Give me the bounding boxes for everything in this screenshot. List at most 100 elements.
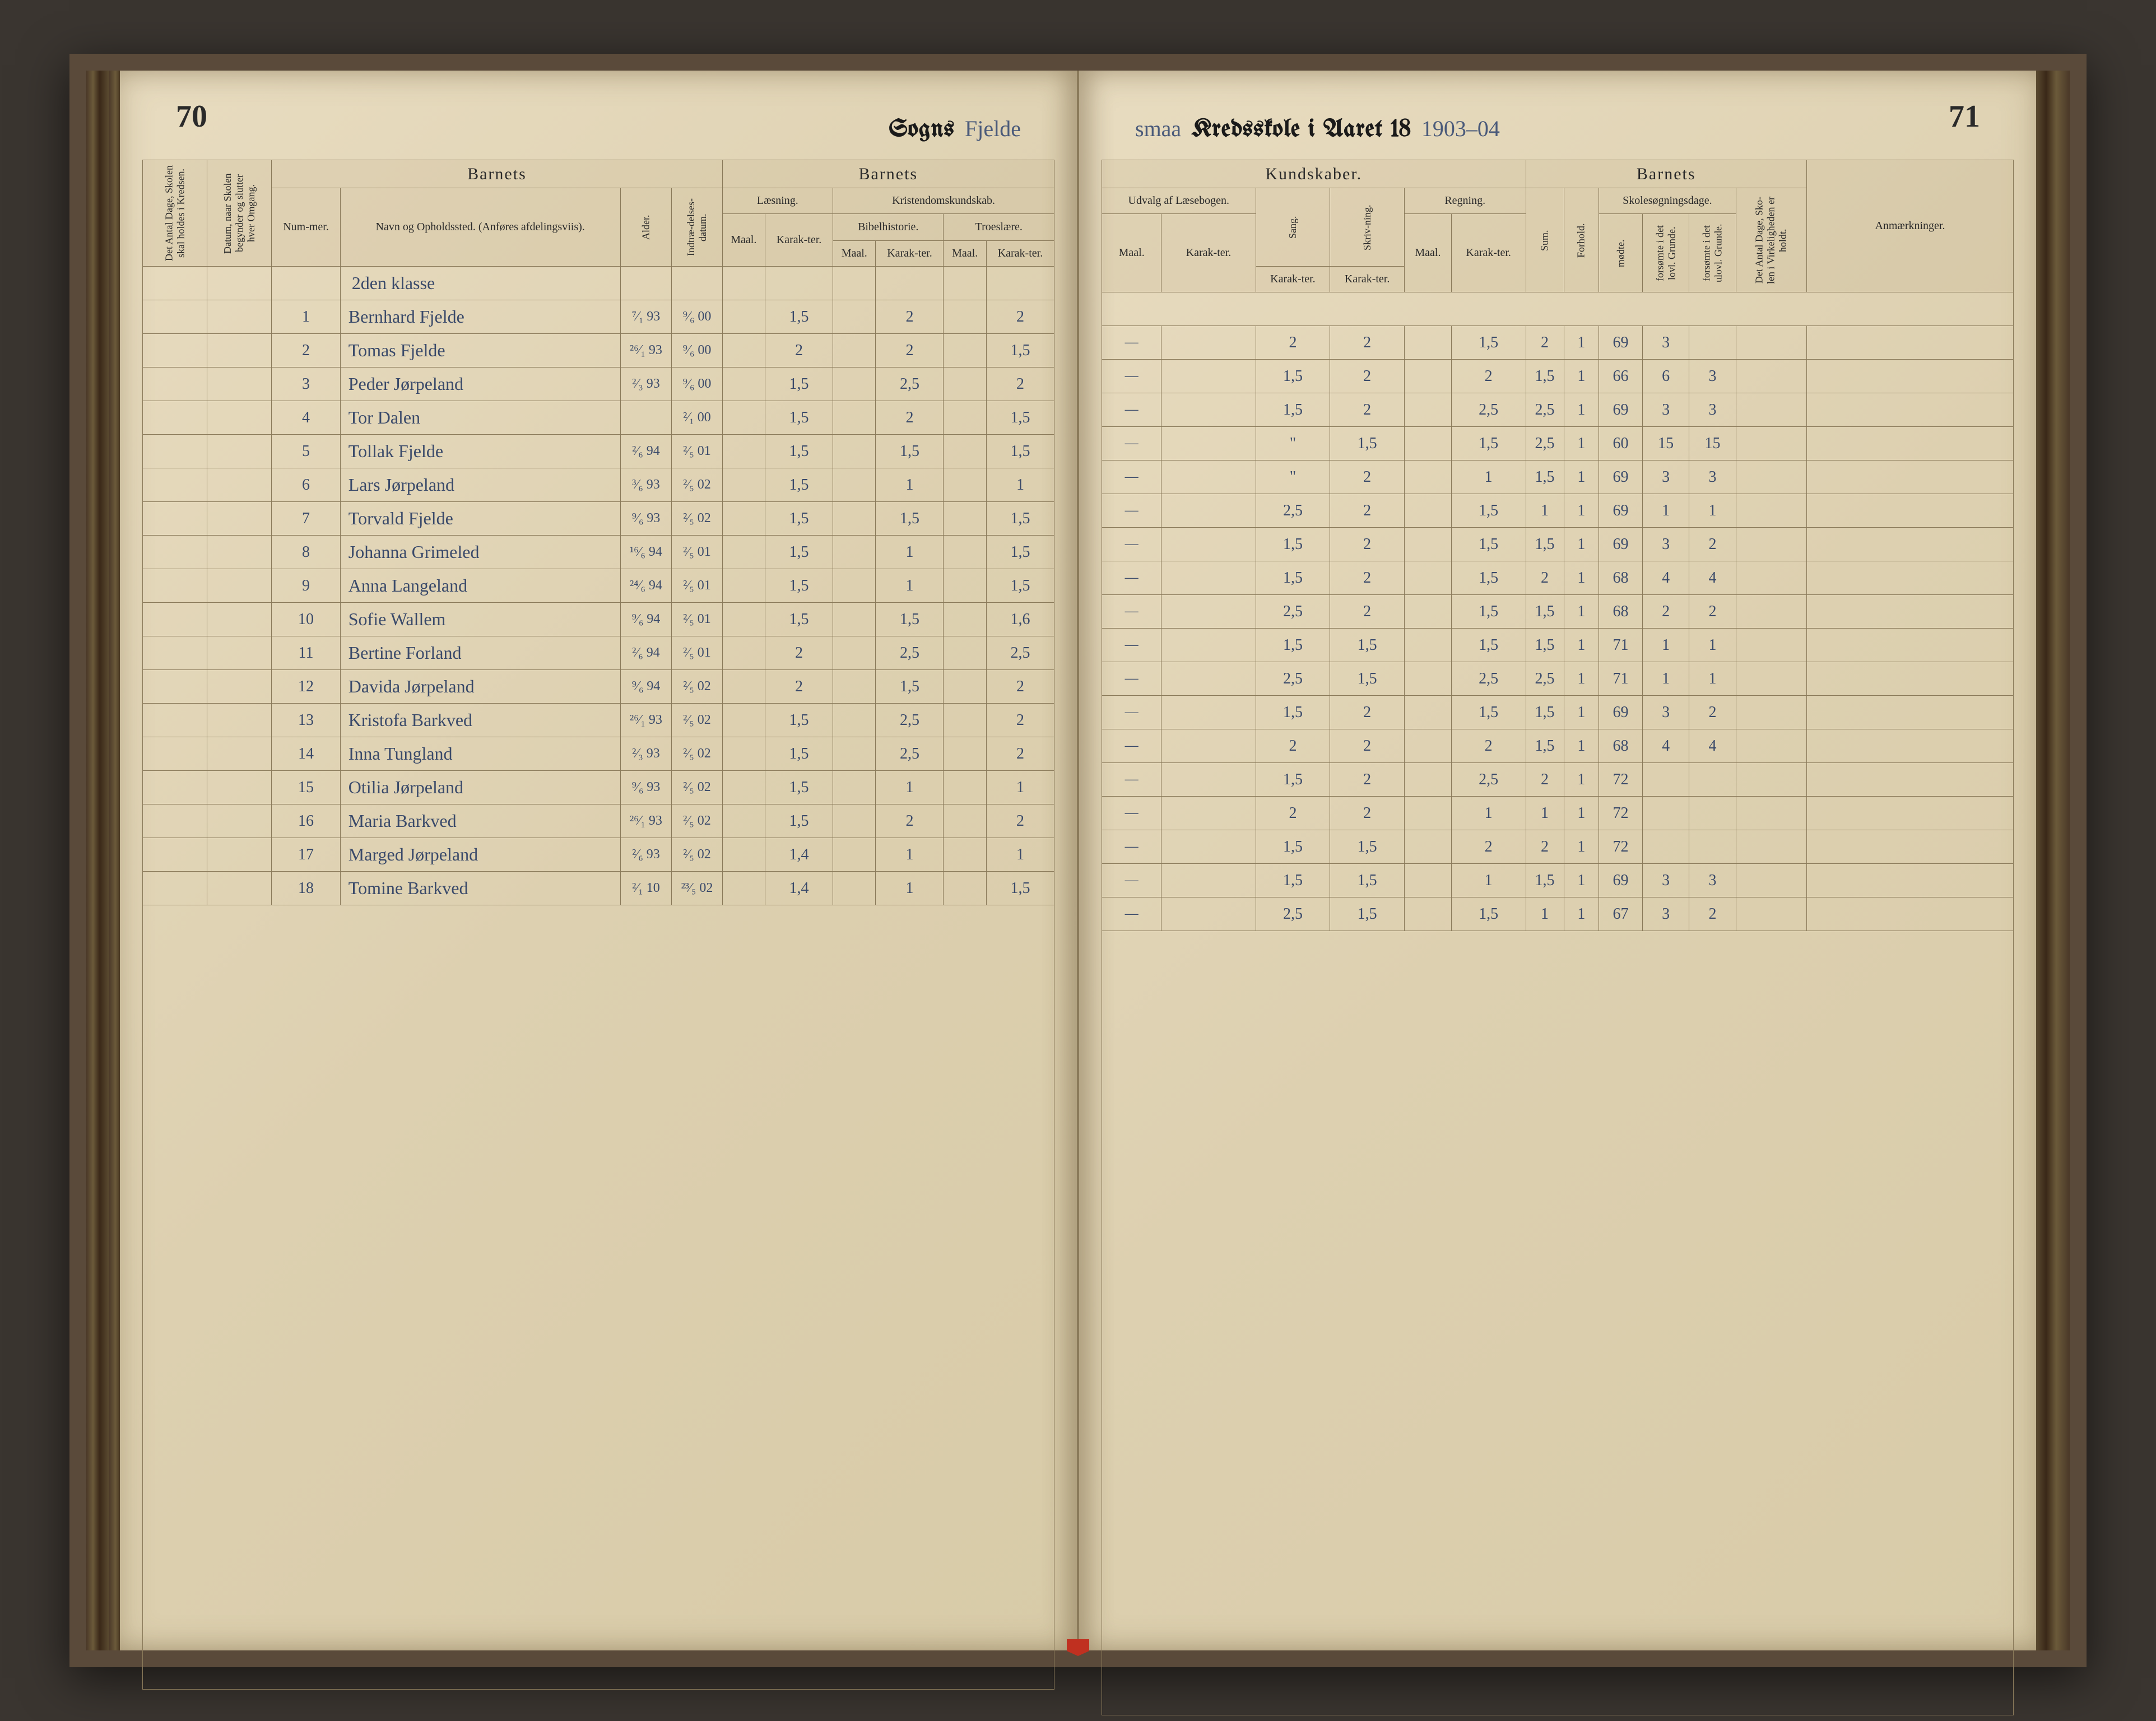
sum: 1 xyxy=(1526,897,1564,931)
conduct: 1 xyxy=(1564,360,1599,393)
bible-grade: 2,5 xyxy=(876,704,944,737)
sum: 2 xyxy=(1526,326,1564,360)
arith-grade: 2 xyxy=(1451,729,1526,763)
remarks xyxy=(1806,897,2013,931)
table-row: —1,521,51,516932 xyxy=(1102,696,2014,729)
sum: 1,5 xyxy=(1526,595,1564,629)
bible-grade: 1 xyxy=(876,468,944,502)
table-row: 17Marged Jørpeland²⁄₆ 93²⁄₅ 021,411 xyxy=(143,838,1054,872)
reading-grade: 1,5 xyxy=(765,704,833,737)
attended: 69 xyxy=(1599,461,1643,494)
absent-legal xyxy=(1643,830,1689,864)
absent-illegal: 2 xyxy=(1689,528,1736,561)
reading-grade: 2 xyxy=(765,636,833,670)
creed-grade: 2,5 xyxy=(986,636,1054,670)
absent-illegal xyxy=(1689,763,1736,797)
student-name: Torvald Fjelde xyxy=(340,502,620,536)
reading-grade: 2 xyxy=(765,334,833,368)
table-row: —2221,516844 xyxy=(1102,729,2014,763)
reader-grade xyxy=(1161,797,1256,830)
writing-grade: 2 xyxy=(1330,528,1405,561)
reading-grade: 1,5 xyxy=(765,502,833,536)
song-grade: 2 xyxy=(1256,797,1330,830)
attended: 69 xyxy=(1599,864,1643,897)
bible-grade: 2,5 xyxy=(876,636,944,670)
entry-date: ⁹⁄₆ 00 xyxy=(672,334,722,368)
absent-illegal xyxy=(1689,830,1736,864)
absent-illegal: 3 xyxy=(1689,461,1736,494)
age: ³⁄₆ 93 xyxy=(620,468,672,502)
absent-illegal: 3 xyxy=(1689,864,1736,897)
remarks xyxy=(1806,595,2013,629)
table-row: —2,521,51,516822 xyxy=(1102,595,2014,629)
arith-grade: 1,5 xyxy=(1451,494,1526,528)
conduct: 1 xyxy=(1564,830,1599,864)
title-smaa: smaa xyxy=(1135,115,1181,142)
absent-legal: 2 xyxy=(1643,595,1689,629)
hdr-troes: Troeslære. xyxy=(944,214,1054,241)
bible-grade: 2 xyxy=(876,300,944,334)
class-label-row: 2den klasse xyxy=(143,267,1054,300)
arith-grade: 1,5 xyxy=(1451,528,1526,561)
reader-grade xyxy=(1161,326,1256,360)
reader-grade xyxy=(1161,528,1256,561)
conduct: 1 xyxy=(1564,561,1599,595)
age: ⁹⁄₆ 93 xyxy=(620,502,672,536)
song-grade: 1,5 xyxy=(1256,561,1330,595)
ledger-body-right: —221,521693—1,5221,516663—1,522,52,51693… xyxy=(1102,292,2014,931)
age: ⁹⁄₆ 93 xyxy=(620,771,672,804)
attended: 71 xyxy=(1599,629,1643,662)
bible-grade: 2,5 xyxy=(876,368,944,401)
conduct: 1 xyxy=(1564,797,1599,830)
sum: 1,5 xyxy=(1526,360,1564,393)
student-name: Maria Barkved xyxy=(340,804,620,838)
age: ²⁴⁄₆ 94 xyxy=(620,569,672,603)
table-row: —"211,516933 xyxy=(1102,461,2014,494)
age: ²⁄₁ 10 xyxy=(620,872,672,905)
bible-grade: 1 xyxy=(876,536,944,569)
song-grade: 1,5 xyxy=(1256,360,1330,393)
conduct: 1 xyxy=(1564,461,1599,494)
entry-date: ⁹⁄₆ 00 xyxy=(672,300,722,334)
song-grade: 1,5 xyxy=(1256,528,1330,561)
student-name: Anna Langeland xyxy=(340,569,620,603)
hdr-b-kar: Karak-ter. xyxy=(876,241,944,267)
row-number: 10 xyxy=(272,603,340,636)
entry-date: ²⁄₅ 02 xyxy=(672,737,722,771)
conduct: 1 xyxy=(1564,326,1599,360)
hdr-sk-kar: Karak-ter. xyxy=(1330,267,1405,292)
reading-grade: 1,4 xyxy=(765,838,833,872)
table-row: 7Torvald Fjelde⁹⁄₆ 93²⁄₅ 021,51,51,5 xyxy=(143,502,1054,536)
hdr-r-maal: Maal. xyxy=(1404,214,1451,292)
song-grade: " xyxy=(1256,427,1330,461)
absent-illegal: 3 xyxy=(1689,360,1736,393)
age: ²⁶⁄₁ 93 xyxy=(620,704,672,737)
remarks xyxy=(1806,629,2013,662)
age: ⁹⁄₆ 94 xyxy=(620,603,672,636)
arith-grade: 1,5 xyxy=(1451,629,1526,662)
page-number-right: 71 xyxy=(1949,99,1980,134)
sum: 2 xyxy=(1526,561,1564,595)
creed-grade: 1,5 xyxy=(986,435,1054,468)
absent-legal: 4 xyxy=(1643,561,1689,595)
row-number: 17 xyxy=(272,838,340,872)
sum: 2,5 xyxy=(1526,427,1564,461)
table-row: —1,522,52,516933 xyxy=(1102,393,2014,427)
bible-grade: 1,5 xyxy=(876,603,944,636)
hdr-l-maal: Maal. xyxy=(722,214,765,267)
arith-grade: 1,5 xyxy=(1451,696,1526,729)
table-row: —2,51,52,52,517111 xyxy=(1102,662,2014,696)
attended: 68 xyxy=(1599,729,1643,763)
hdr-u-kar: Karak-ter. xyxy=(1161,214,1256,292)
sum: 1 xyxy=(1526,797,1564,830)
entry-date: ²⁄₅ 01 xyxy=(672,603,722,636)
student-name: Lars Jørpeland xyxy=(340,468,620,502)
student-name: Tomas Fjelde xyxy=(340,334,620,368)
sum: 2 xyxy=(1526,763,1564,797)
creed-grade: 2 xyxy=(986,670,1054,704)
attended: 69 xyxy=(1599,326,1643,360)
attended: 68 xyxy=(1599,561,1643,595)
reader-grade xyxy=(1161,393,1256,427)
hdr-bibel: Bibelhistorie. xyxy=(833,214,944,241)
reader-grade xyxy=(1161,696,1256,729)
